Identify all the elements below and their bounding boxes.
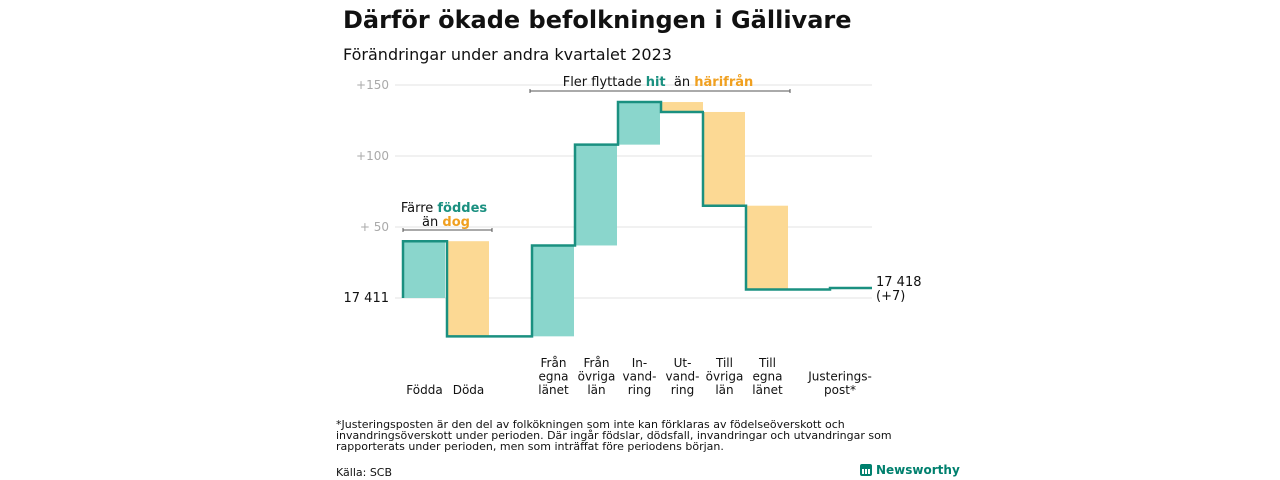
waterfall-bar <box>576 144 617 246</box>
category-label: Födda <box>406 383 442 397</box>
category-label: Ut- <box>674 356 692 370</box>
chart-subtitle: Förändringar under andra kvartalet 2023 <box>343 45 672 64</box>
chart-title: Därför ökade befolkningen i Gällivare <box>343 6 852 34</box>
annotation-births-deaths-line1: Färre föddes <box>401 201 488 216</box>
start-value-label: 17 411 <box>344 291 390 306</box>
waterfall-bar <box>704 111 745 206</box>
y-tick-label: +150 <box>356 78 389 92</box>
category-label: Från <box>584 356 610 370</box>
brand-name: Newsworthy <box>876 463 960 477</box>
category-label: länet <box>752 383 783 397</box>
category-label: län <box>715 383 733 397</box>
category-label: post* <box>824 383 856 397</box>
end-value-label: 17 418 <box>876 275 922 290</box>
source-text: Källa: SCB <box>336 466 393 479</box>
category-label: ring <box>671 383 695 397</box>
waterfall-bar <box>747 205 788 290</box>
category-label: egna <box>753 370 783 384</box>
waterfall-bar <box>662 102 703 112</box>
waterfall-bar <box>404 241 445 298</box>
category-label: övriga <box>578 370 616 384</box>
annotation-births-deaths-line2: än dog <box>422 215 470 230</box>
brand-logo: Newsworthy <box>860 463 960 477</box>
category-label: In- <box>632 356 647 370</box>
annotation-migration: Fler flyttade hit än härifrån <box>563 75 754 90</box>
end-change-label: (+7) <box>876 289 905 304</box>
category-label: Till <box>715 356 733 370</box>
category-label: län <box>587 383 605 397</box>
category-label: Döda <box>453 383 485 397</box>
category-label: vand- <box>622 370 656 384</box>
footnote: *Justeringsposten är den del av folkökni… <box>336 418 892 453</box>
waterfall-bar <box>533 245 574 337</box>
category-label: vand- <box>665 370 699 384</box>
category-label: Justerings- <box>807 370 872 384</box>
category-label: ring <box>628 383 652 397</box>
waterfall-bar <box>619 102 660 145</box>
y-tick-label: + 50 <box>360 220 389 234</box>
category-label: länet <box>538 383 569 397</box>
category-label: övriga <box>706 370 744 384</box>
step-line <box>401 100 872 338</box>
waterfall-bar <box>448 241 489 337</box>
category-label: Till <box>758 356 776 370</box>
category-label: Från <box>541 356 567 370</box>
y-tick-label: +100 <box>356 149 389 163</box>
category-label: egna <box>539 370 569 384</box>
newsworthy-icon <box>860 464 872 476</box>
